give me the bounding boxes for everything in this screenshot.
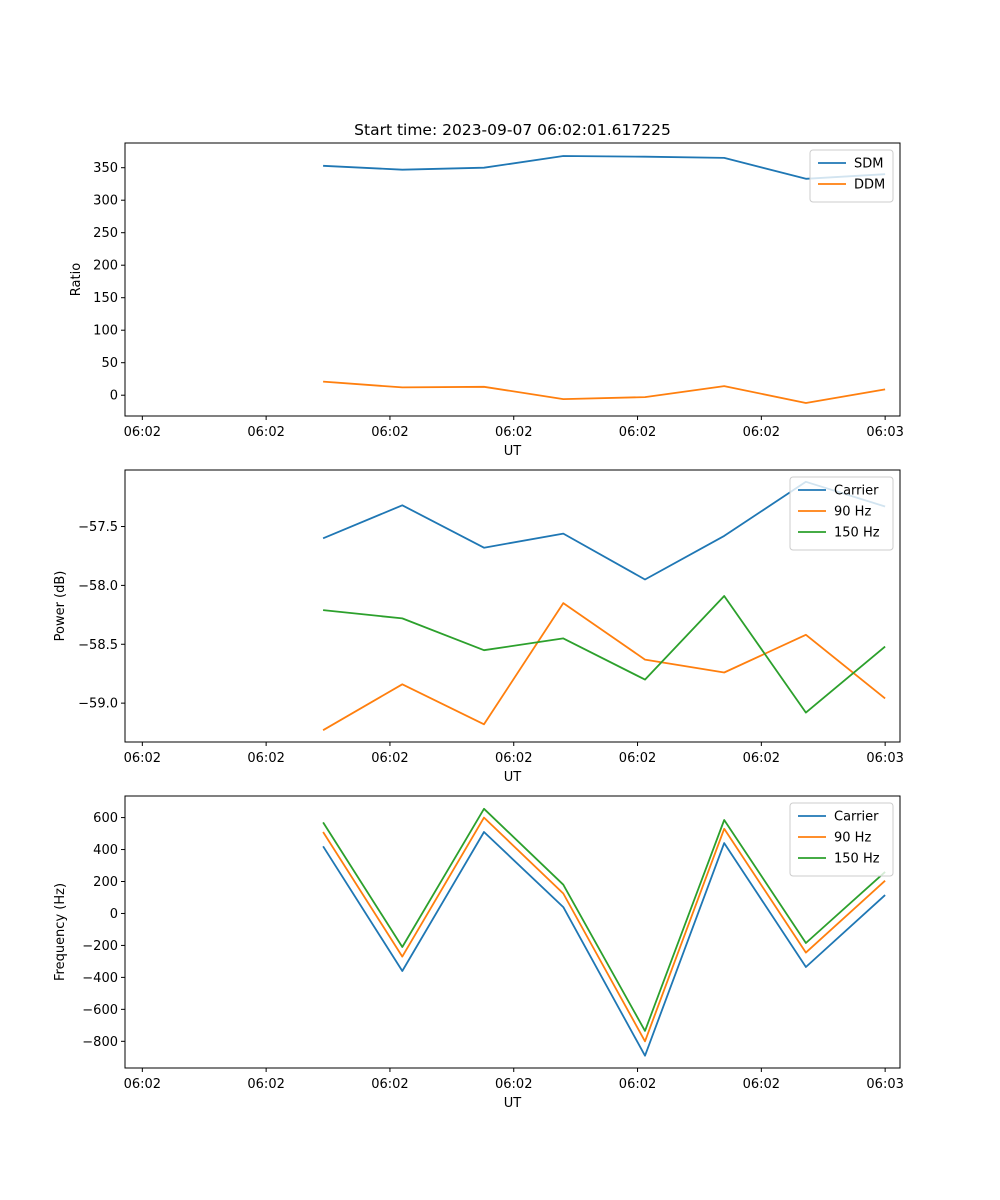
power-x-tick-label: 06:02 [743, 751, 780, 766]
power-y-axis-label: Power (dB) [53, 571, 68, 642]
ratio-y-tick-label: 250 [93, 226, 118, 241]
power-x-tick-label: 06:02 [247, 751, 284, 766]
ratio-y-tick-label: 0 [110, 389, 118, 404]
frequency-y-tick-label: −400 [82, 971, 118, 986]
frequency-x-tick-label: 06:02 [619, 1077, 656, 1092]
frequency-y-tick-label: −600 [82, 1003, 118, 1018]
ratio-y-tick-label: 300 [93, 194, 118, 209]
ratio-x-tick-label: 06:02 [619, 425, 656, 440]
power-y-tick-label: −59.0 [78, 697, 118, 712]
frequency-x-tick-label: 06:02 [371, 1077, 408, 1092]
power-legend: Carrier 90 Hz 150 Hz [789, 476, 894, 551]
power-legend-label: Carrier [834, 484, 879, 499]
power-x-tick-label: 06:02 [619, 751, 656, 766]
power-y-tick-label: −57.5 [78, 520, 118, 535]
power-panel: −59.0 −58.5 −58.0 −57.5 06:02 06:02 06:02 06:02… [53, 469, 904, 785]
ratio-series-ddm-line [323, 380, 886, 404]
frequency-x-tick-label: 06:02 [124, 1077, 161, 1092]
frequency-axes-frame [124, 795, 901, 1069]
ratio-y-tick-label: 50 [101, 356, 118, 371]
frequency-y-tick-label: −200 [82, 939, 118, 954]
ratio-x-tick-label: 06:02 [743, 425, 780, 440]
power-y-tick-label: −58.0 [78, 579, 118, 594]
ratio-x-axis-label: UT [504, 444, 522, 459]
frequency-legend-label: 90 Hz [834, 831, 871, 846]
frequency-y-tick-label: −800 [82, 1035, 118, 1050]
frequency-series-150-hz-line [322, 807, 886, 1032]
frequency-series-carrier-line [322, 831, 886, 1057]
power-x-tick-label: 06:02 [495, 751, 532, 766]
frequency-x-tick-label: 06:02 [247, 1077, 284, 1092]
power-y-tick-label: −58.5 [78, 638, 118, 653]
ratio-x-tick-label: 06:02 [124, 425, 161, 440]
ratio-y-axis-label: Ratio [69, 263, 84, 296]
frequency-x-tick-label: 06:02 [495, 1077, 532, 1092]
frequency-x-axis-label: UT [504, 1096, 522, 1111]
frequency-legend-label: Carrier [834, 810, 879, 825]
frequency-y-tick-label: 400 [93, 843, 118, 858]
ratio-x-tick-label: 06:03 [866, 425, 903, 440]
ratio-x-tick-label: 06:02 [371, 425, 408, 440]
ratio-series-sdm-line [323, 155, 886, 180]
power-legend-label: 90 Hz [834, 505, 871, 520]
frequency-y-tick-label: 200 [93, 875, 118, 890]
frequency-panel: −800 −600 −400 −200 0 200 400 600 06:02 06:02 06:0… [53, 795, 904, 1111]
figure-title: Start time: 2023-09-07 06:02:01.617225 [354, 121, 671, 139]
power-x-tick-label: 06:02 [371, 751, 408, 766]
ratio-y-tick-label: 350 [93, 161, 118, 176]
ratio-y-tick-label: 100 [93, 324, 118, 339]
ratio-legend-label: SDM [854, 157, 883, 172]
power-x-tick-label: 06:02 [124, 751, 161, 766]
frequency-legend-label: 150 Hz [834, 852, 880, 867]
ratio-panel: 0 50 100 150 200 250 300 350 06:02 06:02 06:02 06:0… [69, 142, 904, 459]
ratio-x-tick-label: 06:02 [247, 425, 284, 440]
frequency-y-axis-label: Frequency (Hz) [53, 883, 68, 981]
ratio-axes-frame [124, 142, 901, 417]
ratio-legend: SDM DDM [809, 149, 894, 203]
power-series-150-hz-line [323, 595, 886, 714]
frequency-legend: Carrier 90 Hz 150 Hz [789, 802, 894, 877]
ratio-x-tick-label: 06:02 [495, 425, 532, 440]
frequency-x-tick-label: 06:03 [866, 1077, 903, 1092]
frequency-y-tick-label: 0 [110, 907, 118, 922]
power-legend-label: 150 Hz [834, 526, 880, 541]
power-x-axis-label: UT [504, 770, 522, 785]
power-series-90-hz-line [322, 602, 886, 731]
frequency-x-tick-label: 06:02 [743, 1077, 780, 1092]
power-axes-frame [124, 469, 901, 743]
power-x-tick-label: 06:03 [866, 751, 903, 766]
frequency-y-tick-label: 600 [93, 811, 118, 826]
ratio-y-tick-label: 200 [93, 259, 118, 274]
ratio-legend-label: DDM [854, 178, 885, 193]
frequency-series-90-hz-line [322, 816, 886, 1043]
ratio-y-tick-label: 150 [93, 291, 118, 306]
